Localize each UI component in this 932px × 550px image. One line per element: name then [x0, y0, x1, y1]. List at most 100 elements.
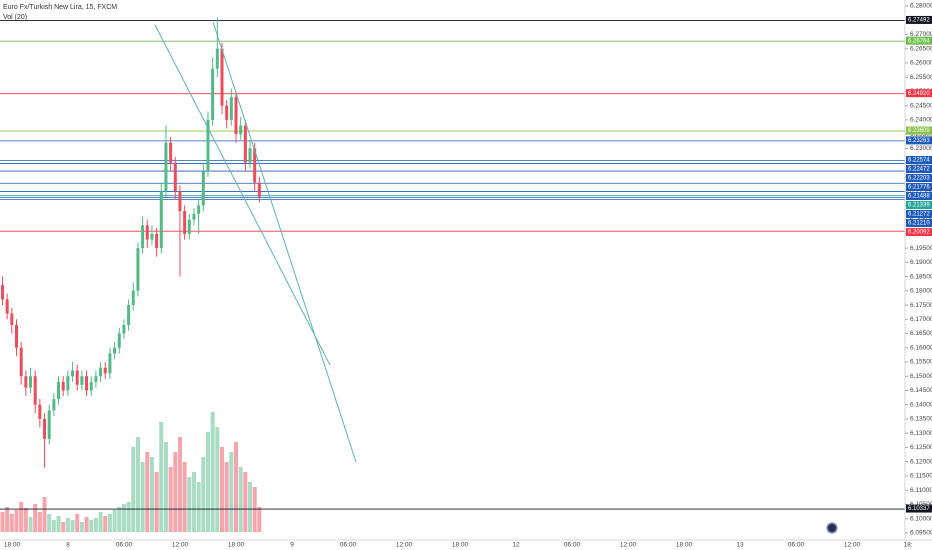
y-tick-label: 6.18500 [910, 273, 932, 280]
volume-pane [0, 412, 262, 532]
candle-body [33, 376, 37, 405]
candle-body [145, 225, 149, 240]
trend-line[interactable] [212, 21, 357, 463]
x-tick-label: 06:00 [116, 542, 133, 549]
volume-bar [65, 518, 70, 532]
x-tick-label: 13 [736, 542, 744, 549]
volume-bar [33, 504, 38, 532]
price-tag-label: 6.27492 [908, 18, 930, 24]
volume-bar [159, 422, 164, 532]
candle-body [43, 418, 47, 439]
price-tag-label: 6.24920 [908, 91, 930, 97]
y-tick-label: 6.21500 [910, 188, 932, 195]
candle-body [89, 381, 93, 391]
candle-body [187, 219, 191, 234]
candle-body [159, 191, 163, 249]
candle-body [183, 211, 187, 234]
candle-body [29, 376, 33, 388]
y-tick-label: 6.14500 [910, 387, 932, 394]
volume-legend[interactable]: Vol (20) [3, 14, 27, 21]
volume-bar [84, 517, 89, 532]
volume-bar [19, 502, 24, 532]
candle-body [141, 225, 145, 249]
y-tick-label: 6.26500 [910, 45, 932, 52]
candle-body [239, 125, 243, 135]
trend-line[interactable] [154, 24, 331, 366]
price-tag-label: 6.22203 [908, 176, 930, 182]
candle-body [127, 305, 131, 325]
candle-body [150, 233, 154, 240]
price-tag-label: 6.21488 [908, 194, 930, 200]
volume-bar [107, 514, 112, 532]
x-tick-label: 18: [903, 542, 912, 549]
volume-bar [70, 520, 75, 532]
price-tag [906, 165, 932, 174]
y-tick-label: 6.12000 [910, 458, 932, 465]
y-tick-label: 6.14000 [910, 401, 932, 408]
volume-bar [205, 432, 210, 532]
levels [0, 20, 905, 510]
price-tag-label: 6.21210 [908, 221, 930, 227]
y-tick-label: 6.25500 [910, 74, 932, 81]
price-tag-label: 6.23263 [908, 138, 930, 144]
x-tick-label: 12:00 [844, 542, 861, 549]
x-tick-label: 12:00 [620, 542, 637, 549]
candle-body [155, 233, 159, 249]
x-tick-label: 12 [512, 542, 520, 549]
price-tag-label: 6.10337 [908, 506, 930, 512]
candle-body [122, 324, 126, 334]
volume-bar [238, 467, 243, 532]
volume-bar [257, 507, 262, 532]
x-tick-label: 12:00 [172, 542, 189, 549]
candle-body [234, 97, 238, 135]
candle-body [24, 376, 28, 388]
price-tag [906, 504, 932, 513]
candle-body [253, 148, 257, 183]
x-tick-label: 06:00 [788, 542, 805, 549]
price-tag [906, 228, 932, 237]
y-tick-label: 6.16000 [910, 344, 932, 351]
candle-body [192, 213, 196, 220]
candle-body [178, 191, 182, 212]
y-tick-label: 6.19000 [910, 259, 932, 266]
price-tag [906, 126, 932, 135]
candle-body [173, 162, 177, 192]
candle-body [211, 68, 215, 120]
price-tag [906, 136, 932, 145]
volume-bar [182, 462, 187, 532]
volume-bar [248, 482, 253, 532]
volume-bar [173, 452, 178, 532]
volume-bar [42, 497, 47, 532]
volume-bar [140, 462, 145, 532]
volume-bar [75, 514, 80, 532]
price-tag [906, 36, 932, 45]
candle-body [164, 142, 168, 192]
candle-body [47, 410, 51, 439]
volume-bar [89, 520, 94, 532]
y-tick-label: 6.26000 [910, 60, 932, 67]
y-tick-label: 6.12500 [910, 444, 932, 451]
price-tag [906, 201, 932, 210]
candle-body [75, 370, 79, 385]
volume-bar [9, 514, 14, 532]
candle-body [206, 119, 210, 172]
volume-bar [47, 514, 52, 532]
volume-bar [229, 452, 234, 532]
volume-bar [79, 522, 84, 532]
volume-bar [51, 520, 56, 532]
x-tick-label: 06:00 [340, 542, 357, 549]
event-icon[interactable] [826, 522, 838, 534]
price-tag-label: 6.22472 [908, 167, 930, 173]
volume-bar [191, 472, 196, 532]
volume-bar [126, 502, 131, 532]
candle-body [136, 248, 140, 291]
candle-body [117, 333, 121, 348]
y-tick-label: 6.09500 [910, 530, 932, 537]
candle-body [94, 376, 98, 382]
candle-body [19, 347, 23, 377]
symbol-legend[interactable]: Euro Fx/Turkish New Lira, 15, FXCM [3, 4, 117, 11]
volume-bar [5, 507, 10, 532]
y-tick-label: 6.10000 [910, 515, 932, 522]
